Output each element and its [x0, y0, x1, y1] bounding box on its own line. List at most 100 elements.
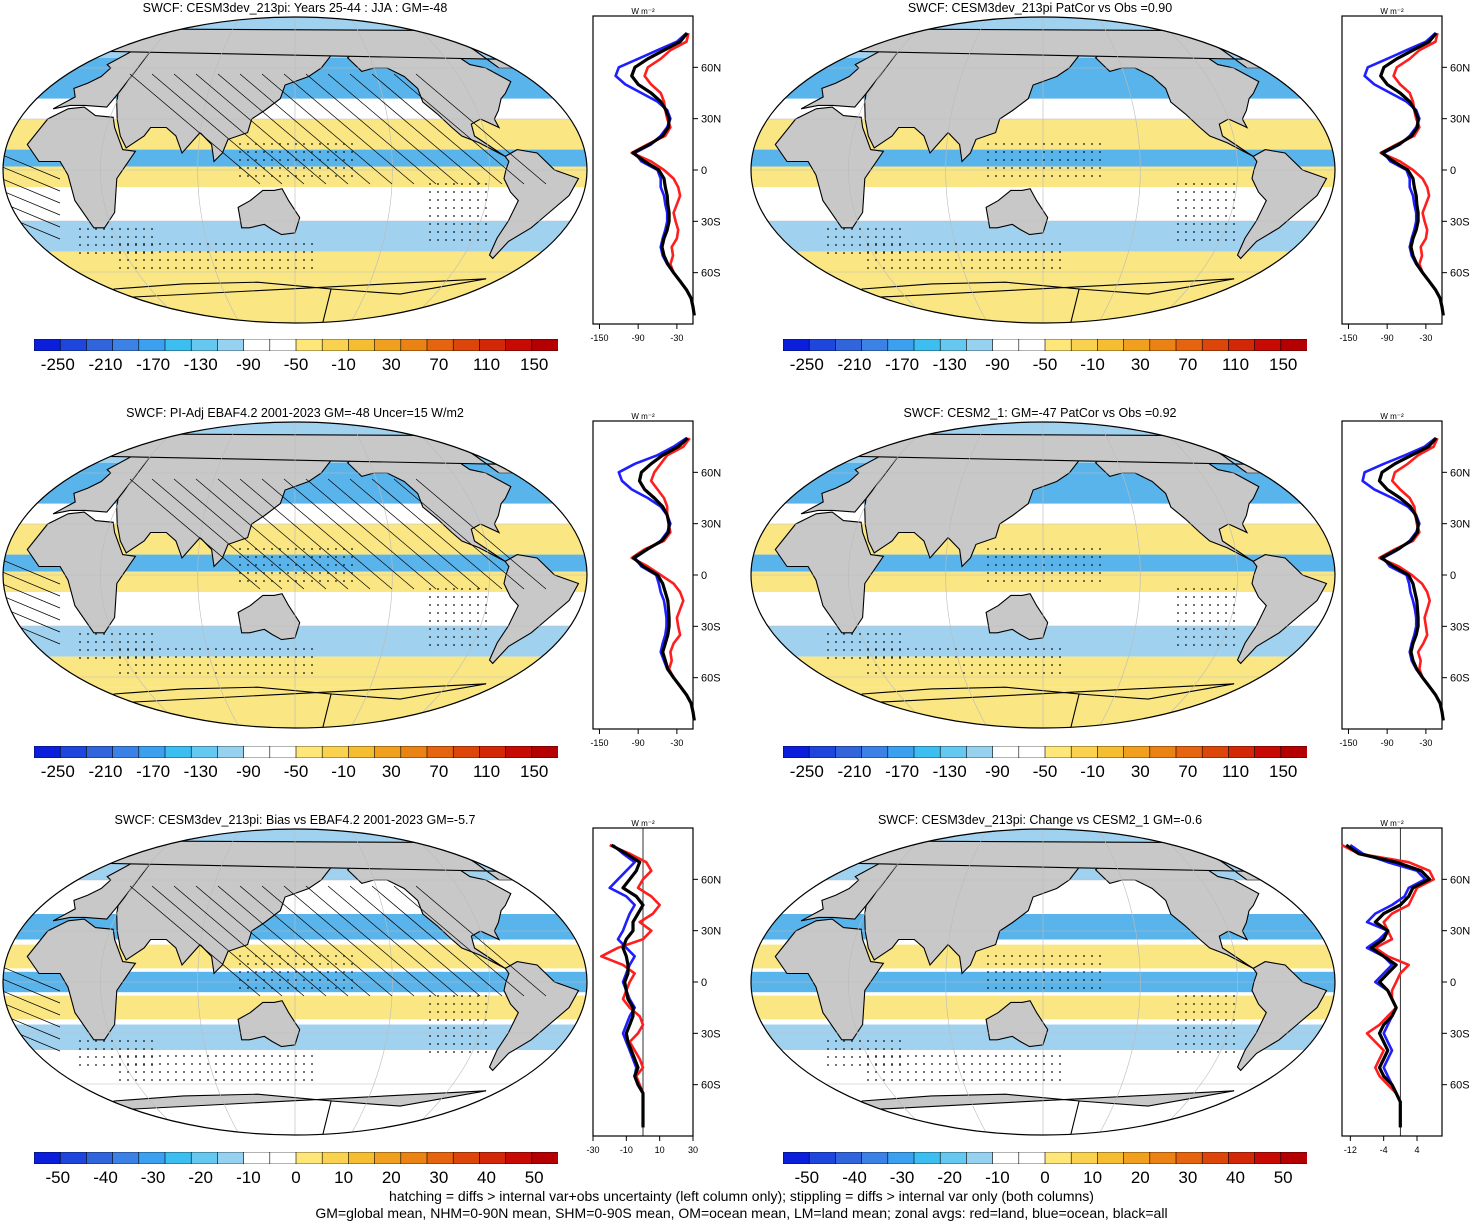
- colorbar-label: -20: [937, 1168, 962, 1187]
- hatching: [3, 73, 547, 240]
- colorbar-swatch: [1123, 339, 1151, 351]
- footer-line-2: GM=global mean, NHM=0-90N mean, SHM=0-90…: [315, 1205, 1168, 1221]
- lat-tick-label: 0: [701, 165, 707, 177]
- x-tick-label: -30: [670, 738, 683, 748]
- colorbar-swatch: [1044, 1152, 1072, 1164]
- stippling: [827, 143, 1235, 269]
- map-border: [2, 421, 588, 729]
- colorbar-swatch: [321, 339, 350, 351]
- lat-tick-label: 60S: [1450, 268, 1470, 280]
- colorbar-swatch: [34, 746, 61, 758]
- colorbar-swatch: [966, 1152, 994, 1164]
- continent-africa: [774, 106, 885, 229]
- colorbar-swatch: [835, 339, 863, 351]
- colorbar-swatch: [426, 339, 454, 351]
- colorbar-label: -10: [331, 762, 356, 781]
- continent-australia: [985, 1000, 1049, 1048]
- colorbar-label: 10: [1083, 1168, 1103, 1187]
- lat-tick-label: 30S: [1450, 216, 1470, 228]
- colorbar-label: 110: [472, 762, 501, 781]
- colorbar-swatch: [1018, 1152, 1046, 1164]
- lat-tick-label: 30S: [1450, 1028, 1470, 1040]
- panel-title: SWCF: CESM3dev_213pi: Change vs CESM2_1 …: [877, 813, 1203, 827]
- colorbar-swatch: [269, 339, 297, 351]
- colorbar-swatch: [992, 746, 1020, 758]
- colorbar-swatch: [992, 1152, 1020, 1164]
- x-tick-label: -150: [1339, 738, 1357, 748]
- map-border: [750, 828, 1336, 1136]
- panel-title: SWCF: CESM3dev_213pi: Years 25-44 : JJA …: [142, 1, 448, 15]
- panel-p4: SWCF: CESM2_1: GM=-47 PatCor vs Obs =0.9…: [745, 405, 1483, 805]
- continent-africa: [26, 106, 137, 229]
- colorbar-label: -50: [794, 1168, 820, 1187]
- colorbar-swatch: [86, 746, 114, 758]
- colorbar-label: -250: [40, 355, 75, 374]
- panel-p6: SWCF: CESM3dev_213pi: Change vs CESM2_1 …: [745, 812, 1483, 1187]
- colorbar-swatch: [808, 1152, 837, 1164]
- footer-line-1: hatching = diffs > internal var+obs unce…: [389, 1188, 1094, 1204]
- colorbar-label: -130: [932, 355, 967, 374]
- continent-australia: [985, 593, 1049, 641]
- colorbar-label: -10: [236, 1168, 261, 1187]
- colorbar-swatch: [217, 339, 245, 351]
- colorbar-swatch: [164, 339, 192, 351]
- lat-tick-label: 60S: [701, 673, 721, 685]
- colorbar-swatch: [243, 746, 271, 758]
- colorbar-swatch: [1097, 746, 1125, 758]
- colorbar-swatch: [348, 339, 376, 351]
- world-map: [2, 421, 588, 729]
- colorbar-swatch: [348, 1152, 376, 1164]
- x-tick-label: -90: [1381, 333, 1394, 343]
- colorbar-swatch: [479, 339, 507, 351]
- colorbar-label: -210: [837, 762, 872, 781]
- colorbar-label: 150: [1269, 762, 1298, 781]
- zonal-average-plot: W m⁻² 60N 30N 0 30S 60S -12 -4 4: [1341, 819, 1470, 1155]
- colorbar-swatch: [1044, 339, 1072, 351]
- colorbar-swatch: [1201, 1152, 1230, 1164]
- colorbar-swatch: [783, 339, 810, 351]
- lat-tick-label: 60N: [701, 62, 721, 74]
- colorbar-swatch: [835, 1152, 863, 1164]
- zonal-curve-ocean: [614, 32, 696, 316]
- zonal-units-label: W m⁻²: [1380, 7, 1404, 16]
- colorbar-label: 50: [524, 1168, 544, 1187]
- colorbar-swatch: [269, 1152, 297, 1164]
- stippling: [827, 955, 1235, 1081]
- colorbar-label: -40: [842, 1168, 867, 1187]
- zonal-units-label: W m⁻²: [631, 412, 655, 421]
- colorbar-label: -210: [88, 762, 123, 781]
- zonal-curve-ocean: [1363, 32, 1445, 316]
- lat-tick-label: 60S: [701, 268, 721, 280]
- colorbar-swatch: [426, 1152, 454, 1164]
- world-map: [750, 421, 1336, 729]
- colorbar-label: -50: [1032, 762, 1058, 781]
- zonal-curve-all: [610, 843, 645, 1128]
- lat-tick-label: 60N: [1450, 467, 1470, 479]
- colorbar-swatch: [34, 1152, 61, 1164]
- panel-title: SWCF: CESM3dev_213pi PatCor vs Obs =0.90: [907, 1, 1173, 15]
- colorbar-swatch: [939, 1152, 967, 1164]
- colorbar-swatch: [86, 339, 114, 351]
- continent-asia: [864, 848, 1081, 975]
- colorbar-swatch: [966, 339, 994, 351]
- map-border: [2, 828, 588, 1136]
- lat-tick-label: 0: [1450, 977, 1456, 989]
- colorbar-swatch: [1149, 1152, 1177, 1164]
- colorbar-label: 110: [1221, 355, 1250, 374]
- footer-notes: hatching = diffs > internal var+obs unce…: [0, 1188, 1483, 1222]
- continent-antarctica: [91, 1090, 487, 1135]
- world-map: [2, 16, 588, 324]
- hatching: [3, 885, 547, 1052]
- x-tick-label: -30: [670, 333, 683, 343]
- zonal-curve-ocean: [1361, 437, 1445, 721]
- colorbar-swatch: [112, 1152, 140, 1164]
- colorbar-labels: -50 -40 -30 -20 -10 0 10 20 30 40 50: [783, 1168, 1307, 1190]
- lat-tick-label: 30N: [1450, 926, 1470, 938]
- colorbar-swatch: [321, 1152, 350, 1164]
- colorbar-label: -90: [985, 355, 1010, 374]
- colorbar-swatch: [1123, 1152, 1151, 1164]
- colorbar-swatch: [138, 1152, 166, 1164]
- colorbar-swatch: [861, 1152, 889, 1164]
- colorbar-swatch: [426, 746, 454, 758]
- colorbar-swatch: [400, 339, 428, 351]
